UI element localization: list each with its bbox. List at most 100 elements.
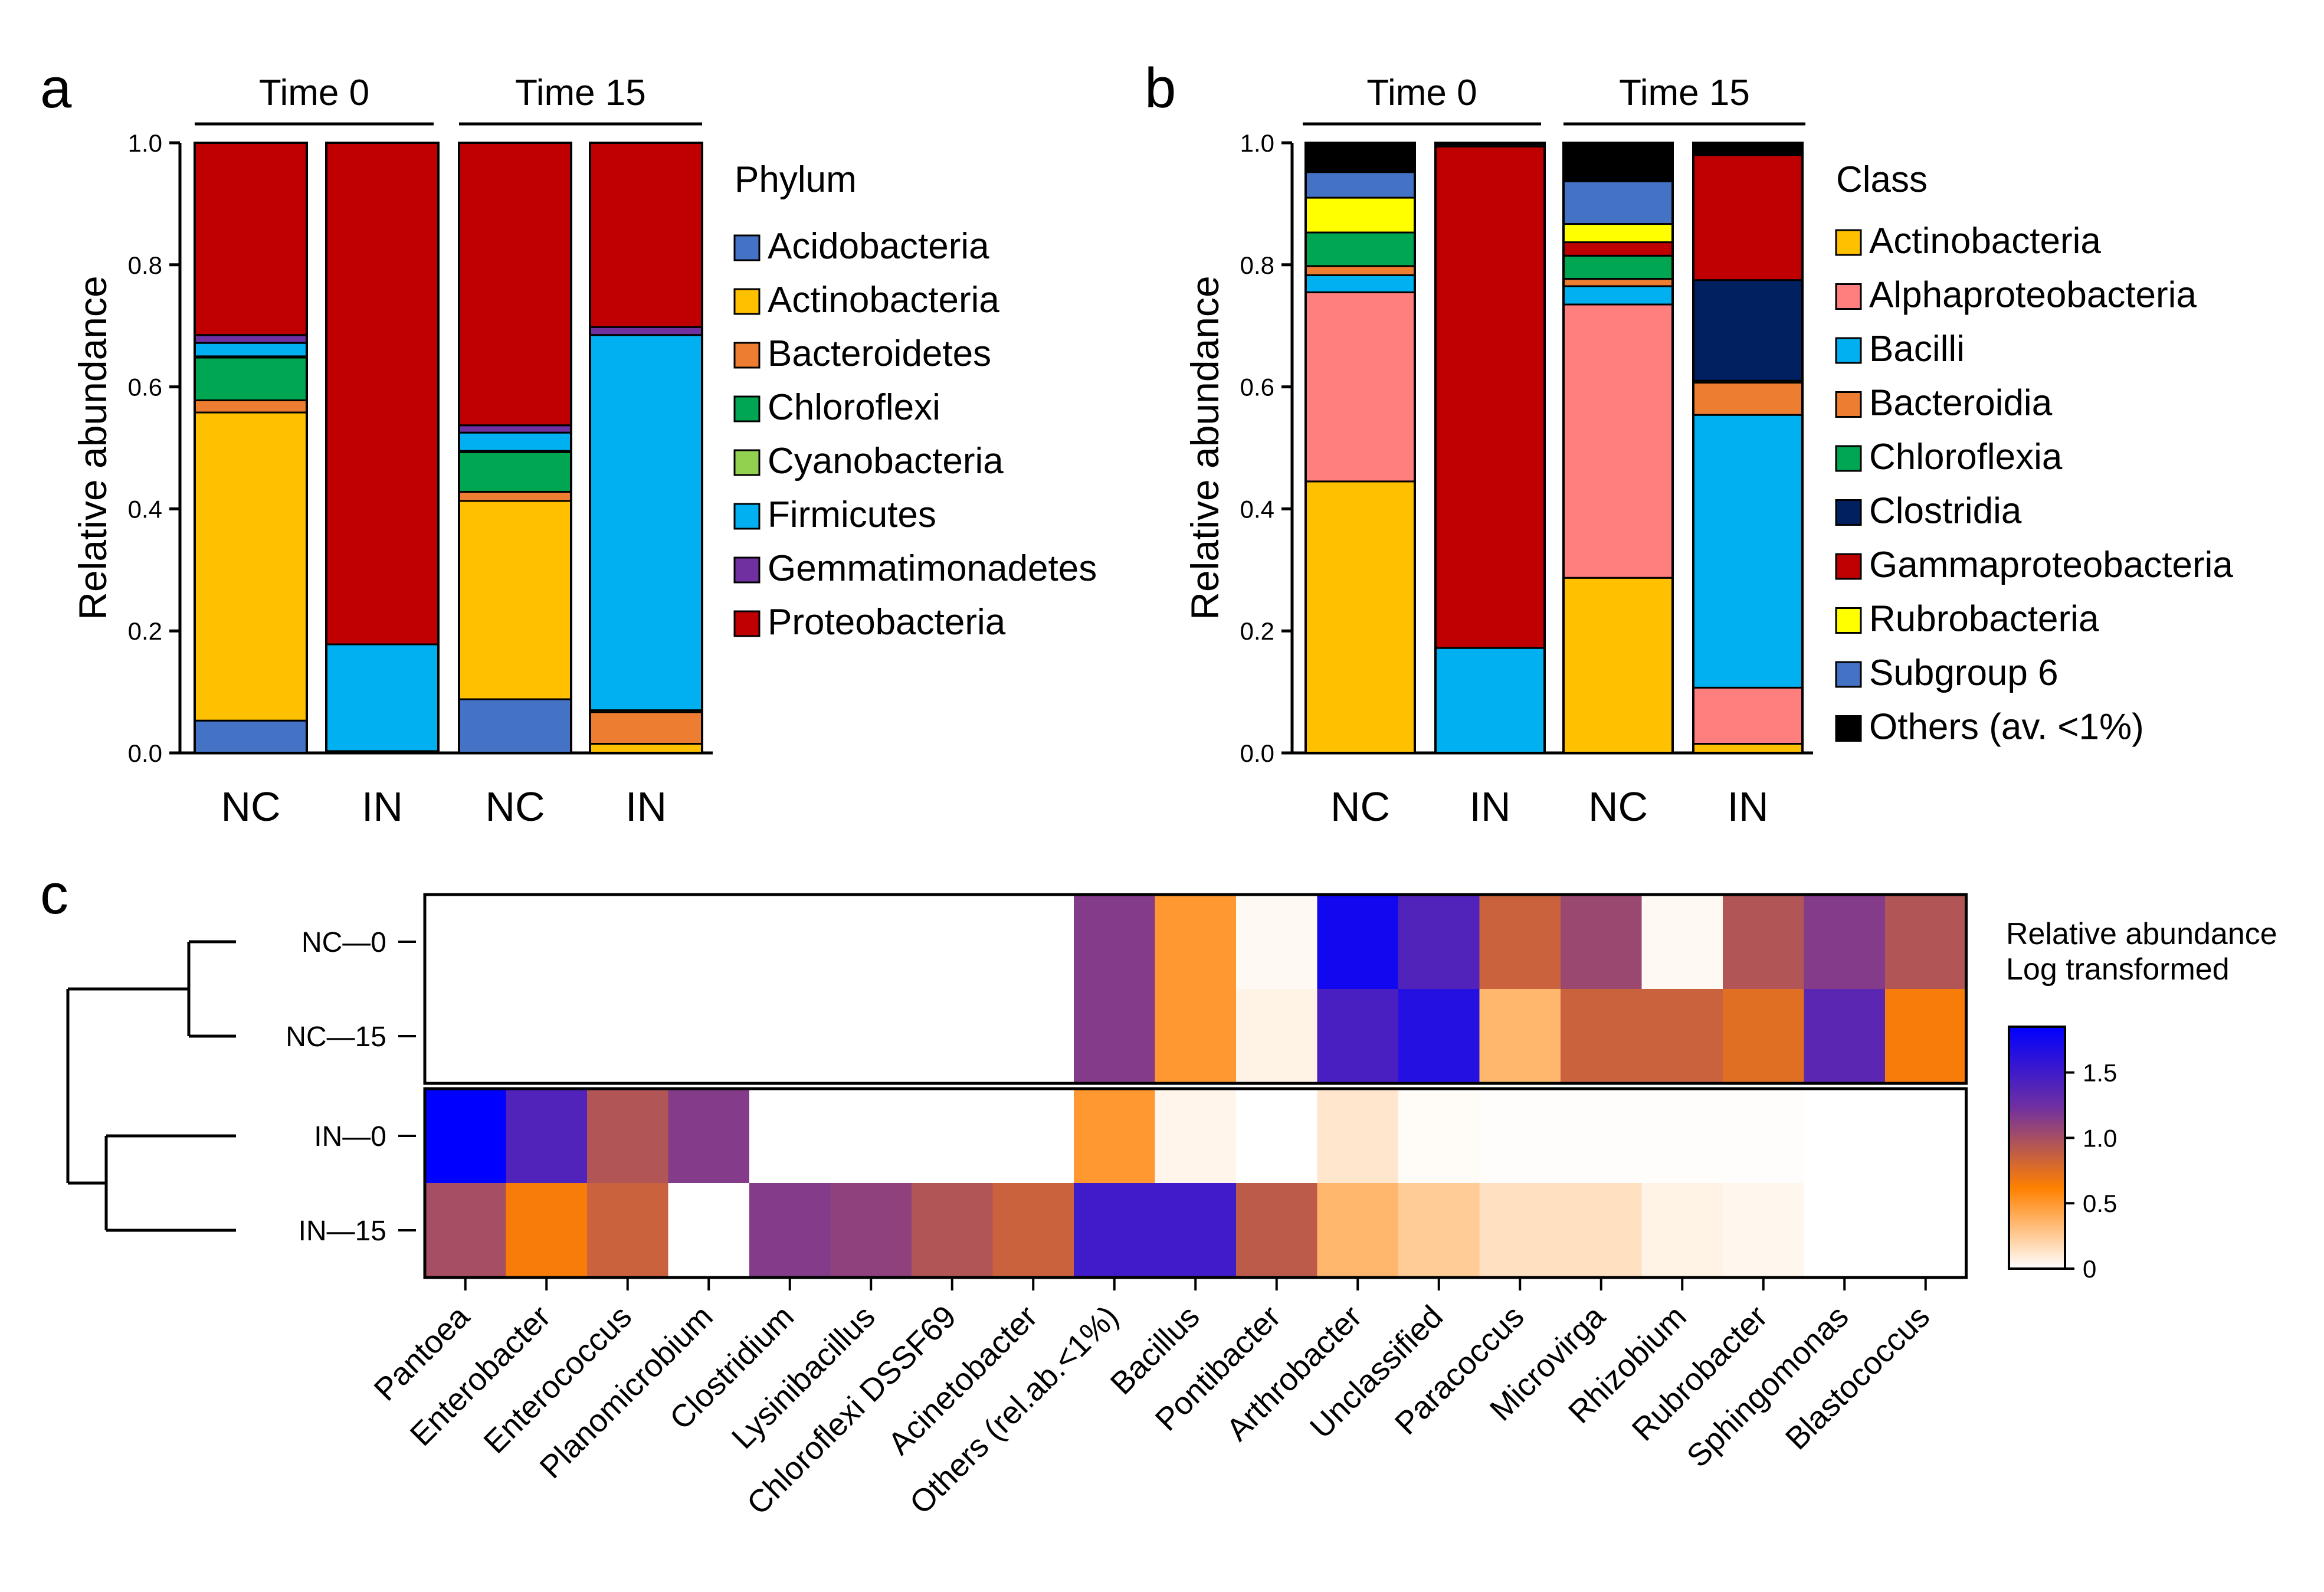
heatmap-dendrogram xyxy=(66,940,236,1232)
bar-segment-alphaproteobacteria xyxy=(1692,686,1804,745)
heatmap-row-label: NC—0 xyxy=(301,927,386,958)
legend-swatch-chloroflexi xyxy=(733,395,761,422)
legend-swatch-gammaproteobacteria xyxy=(1835,553,1862,580)
heatmap-cell xyxy=(668,1183,750,1278)
group-label: Time 0 xyxy=(259,73,369,113)
y-axis-label: Relative abundance xyxy=(1183,276,1227,620)
bar-segment-gemmatimonadetes xyxy=(589,326,703,336)
heatmap-cell xyxy=(1885,895,1967,990)
heatmap-cell xyxy=(1561,1089,1643,1184)
heatmap-cell xyxy=(1317,1089,1399,1184)
heatmap-cell xyxy=(749,895,831,990)
heatmap-cell xyxy=(587,989,669,1084)
panel-c-letter: c xyxy=(40,863,68,926)
heatmap-cell xyxy=(992,895,1074,990)
heatmap-cell xyxy=(1804,989,1886,1084)
bar-segment-others-av-1 xyxy=(1692,142,1804,156)
x-category-label: NC xyxy=(221,784,280,830)
heatmap-cell xyxy=(587,1183,669,1278)
legend-label-bacilli: Bacilli xyxy=(1869,329,1965,369)
bar-segment-clostridia xyxy=(1692,279,1804,382)
bar-outline xyxy=(325,142,440,754)
heatmap-cell xyxy=(1236,989,1318,1084)
heatmap-cell xyxy=(830,1183,912,1278)
legend-label-proteobacteria: Proteobacteria xyxy=(768,602,1006,643)
bar-segment-firmicutes xyxy=(194,342,308,358)
legend-label-subgroup-6: Subgroup 6 xyxy=(1869,653,2059,693)
legend-label-chloroflexi: Chloroflexi xyxy=(768,387,940,428)
colorbar xyxy=(2008,1026,2066,1270)
heatmap-cell xyxy=(1561,1183,1643,1278)
heatmap-cell xyxy=(992,1089,1074,1184)
bar-segment-bacilli xyxy=(1562,285,1674,306)
heatmap-cell xyxy=(425,1183,507,1278)
heatmap-cell xyxy=(1398,989,1480,1084)
heatmap-cell xyxy=(1641,895,1723,990)
bar-segment-gemmatimonadetes xyxy=(194,334,308,344)
heatmap-cell xyxy=(830,989,912,1084)
heatmap-cell xyxy=(1885,1089,1967,1184)
colorbar-tick-label: 1.5 xyxy=(2083,1059,2117,1087)
legend-swatch-rubrobacteria xyxy=(1835,607,1862,634)
bar-segment-bacteroidia xyxy=(1562,278,1674,287)
colorbar-title-line: Log transformed xyxy=(2006,952,2230,987)
heatmap-cell xyxy=(1155,1183,1237,1278)
legend-title: Class xyxy=(1836,159,1928,200)
heatmap-cell xyxy=(749,989,831,1084)
bar-segment-bacteroidetes xyxy=(589,711,703,745)
heatmap-cell xyxy=(749,1089,831,1184)
legend-swatch-chloroflexia xyxy=(1835,445,1862,472)
dendrogram-branch-nc xyxy=(187,940,236,1038)
heatmap-cell xyxy=(1723,895,1805,990)
bar-segment-subgroup-6 xyxy=(1562,180,1674,225)
panel-a-letter: a xyxy=(40,57,72,120)
heatmap-cell xyxy=(1561,989,1643,1084)
heatmap-cell xyxy=(912,989,994,1084)
legend-swatch-actinobacteria xyxy=(1835,229,1862,256)
panel-a-stacked-bar-chart: 0.0 0.2 0.4 0.6 0.8 1.0 Relative abundance NC IN… xyxy=(71,73,1097,830)
heatmap-cell xyxy=(1804,1089,1886,1184)
x-category-label: NC xyxy=(1588,784,1648,830)
bar-segment-subgroup-6 xyxy=(1304,171,1416,199)
heatmap-cell xyxy=(1885,989,1967,1084)
heatmap-cell xyxy=(1561,895,1643,990)
heatmap-cell xyxy=(1723,989,1805,1084)
heatmap-cell xyxy=(1074,989,1156,1084)
legend-label-gammaproteobacteria: Gammaproteobacteria xyxy=(1869,545,2233,585)
bar-segment-bacteroidetes xyxy=(194,399,308,414)
heatmap-cell xyxy=(749,1183,831,1278)
heatmap-cell xyxy=(1074,895,1156,990)
legend-swatch-others-av-1 xyxy=(1835,715,1862,742)
bar-segment-rubrobacteria xyxy=(1562,223,1674,244)
heatmap-column-label: Enterobacter xyxy=(404,1299,558,1453)
y-tick-label: 0.6 xyxy=(128,374,162,401)
y-tick-label: 0.8 xyxy=(128,251,162,279)
legend-label-rubrobacteria: Rubrobacteria xyxy=(1869,599,2099,640)
heatmap-column-label: Lysinibacillus xyxy=(725,1299,882,1456)
colorbar-title-line: Relative abundance xyxy=(2006,917,2277,951)
bar-outline xyxy=(458,142,572,754)
heatmap-cell xyxy=(506,1183,588,1278)
heatmap-block-nc-frame xyxy=(423,893,1968,1085)
heatmap-cell xyxy=(1479,1089,1561,1184)
bar-segment-proteobacteria xyxy=(325,142,440,646)
x-category-label: IN xyxy=(1728,784,1769,830)
legend-label-clostridia: Clostridia xyxy=(1869,491,2022,532)
legend-swatch-alphaproteobacteria xyxy=(1835,283,1862,310)
legend-swatch-bacilli xyxy=(1835,337,1862,364)
heatmap-cell xyxy=(912,1089,994,1184)
heatmap-cell xyxy=(1398,1183,1480,1278)
bar-segment-bacteroidia xyxy=(1692,381,1804,416)
heatmap-cell xyxy=(425,1089,507,1184)
bar-segment-alphaproteobacteria xyxy=(1562,303,1674,579)
bar-segment-alphaproteobacteria xyxy=(1304,291,1416,483)
heatmap-cell xyxy=(587,895,669,990)
heatmap-cell xyxy=(1723,1183,1805,1278)
panel-b-letter: b xyxy=(1145,57,1176,120)
heatmap-cell xyxy=(668,989,750,1084)
panel-c-heatmap: NC—0NC—15IN—0IN—15PantoeaEnterobacterEnt… xyxy=(286,893,2277,1522)
group-label: Time 15 xyxy=(515,73,646,113)
legend-swatch-cyanobacteria xyxy=(733,449,761,476)
heatmap-cell xyxy=(1398,1089,1480,1184)
